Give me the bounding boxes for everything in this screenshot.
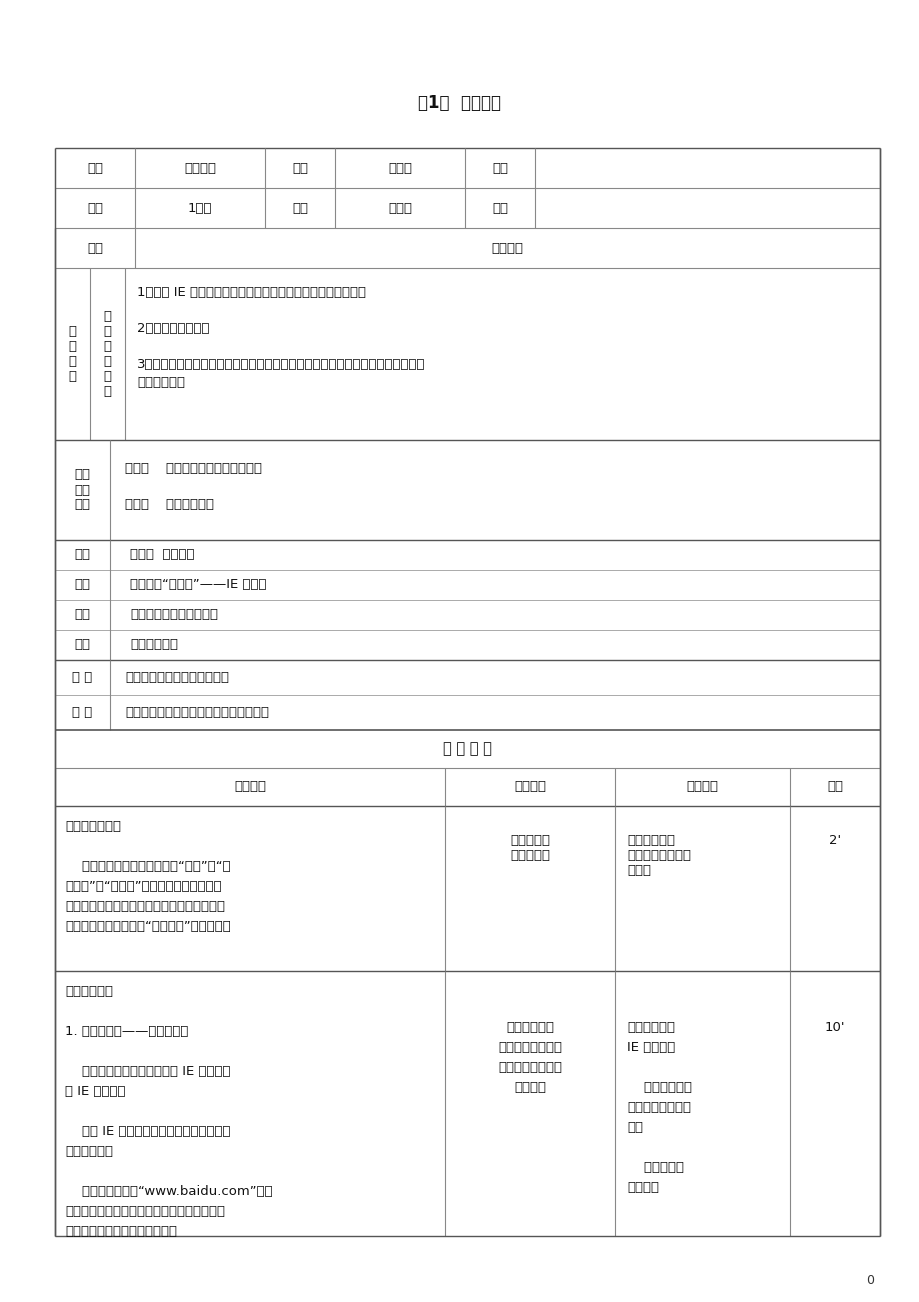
Text: 手操作，掌握技巧: 手操作，掌握技巧: [497, 1061, 562, 1074]
Text: 教师活动: 教师活动: [233, 780, 266, 793]
Text: 上聊天”、“因特网”吧？网上的世界五彩缤: 上聊天”、“因特网”吧？网上的世界五彩缤: [65, 880, 221, 893]
Text: 硬件准备：已经连接到互联网的计算机。: 硬件准备：已经连接到互联网的计算机。: [125, 706, 268, 719]
Text: 3．让学生欣赏不同的适合小学生的网站和网页，产生美的体验，激发学生学习的: 3．让学生欣赏不同的适合小学生的网站和网页，产生美的体验，激发学生学习的: [137, 358, 425, 371]
Text: 按回车键，浏览器窗口就打开了百度的首页。: 按回车键，浏览器窗口就打开了百度的首页。: [65, 1204, 225, 1217]
Text: 兴趣和热情。: 兴趣和热情。: [137, 376, 185, 389]
Text: 指导学生查看: 指导学生查看: [627, 1081, 691, 1094]
Text: 重点：    准确输入网址和浏览网页。: 重点： 准确输入网址和浏览网页。: [125, 462, 262, 475]
Text: 1课时: 1课时: [187, 202, 212, 215]
Text: 2': 2': [828, 835, 840, 848]
Text: 极思考，并自己动: 极思考，并自己动: [497, 1042, 562, 1055]
Text: 教学
重点
难点: 教学 重点 难点: [74, 469, 90, 512]
Text: 难点：    网页的收藏。: 难点： 网页的收藏。: [125, 497, 214, 510]
Text: 年级: 年级: [291, 161, 308, 174]
Text: 1．了解 IE 浏览器的相关知识以及网页和超链接的相关概念。: 1．了解 IE 浏览器的相关知识以及网页和超链接的相关概念。: [137, 286, 366, 299]
Text: 科目: 科目: [87, 161, 103, 174]
Text: 知识准备：计算机基础知识。: 知识准备：计算机基础知识。: [125, 671, 229, 684]
Text: 二、浏览五彩缤纷的网页: 二、浏览五彩缤纷的网页: [130, 608, 218, 621]
Text: 纷，充满神秘和乐趣。今天，就让我们一起去: 纷，充满神秘和乐趣。今天，就让我们一起去: [65, 900, 225, 913]
Text: 设计: 设计: [74, 578, 90, 591]
Text: 开 IE 浏览器。: 开 IE 浏览器。: [65, 1085, 125, 1098]
Text: 第1课  网络漫游: 第1课 网络漫游: [418, 94, 501, 112]
Text: 班级: 班级: [492, 161, 507, 174]
Text: 知
识
能
力
品
德: 知 识 能 力 品 德: [103, 310, 111, 398]
Text: 课型: 课型: [291, 202, 308, 215]
Text: 介绍浏览器和百度的相关知识。: 介绍浏览器和百度的相关知识。: [65, 1225, 176, 1238]
Text: 浏览器网址历史记: 浏览器网址历史记: [627, 1101, 690, 1115]
Text: 介绍 IE 浏览器的界面，如地址栏、显示: 介绍 IE 浏览器的界面，如地址栏、显示: [65, 1125, 231, 1138]
Text: 教 学 过 程: 教 学 过 程: [443, 742, 492, 756]
Text: 一、课前导入。: 一、课前导入。: [65, 820, 121, 833]
Text: 网页等区域。: 网页等区域。: [65, 1144, 113, 1157]
Text: 二、网络漫游: 二、网络漫游: [65, 986, 113, 999]
Text: 第一课  网络漫游: 第一课 网络漫游: [130, 548, 194, 561]
Text: 2．学会设置主页。: 2．学会设置主页。: [137, 322, 210, 335]
Text: 网上逅一逅，体验一下“网上冲浪”的感觉吧！: 网上逅一逅，体验一下“网上冲浪”的感觉吧！: [65, 921, 231, 934]
Text: 认真听讲，积: 认真听讲，积: [505, 1021, 553, 1034]
Text: 示意: 示意: [74, 608, 90, 621]
Text: 同学们，你们肯定都听说过“上网”、“网: 同学们，你们肯定都听说过“上网”、“网: [65, 861, 231, 874]
Text: 指导学生认识: 指导学生认识: [627, 1021, 675, 1034]
Text: 录。: 录。: [627, 1121, 642, 1134]
Text: 课时: 课时: [87, 202, 103, 215]
Text: IE 浏览器。: IE 浏览器。: [627, 1042, 675, 1055]
Text: 认真听讲，
积极思考。: 认真听讲， 积极思考。: [509, 835, 550, 862]
Text: 网络漫游: 网络漫游: [491, 241, 523, 254]
Text: 教 学: 教 学: [73, 671, 93, 684]
Text: 教师意图: 教师意图: [686, 780, 718, 793]
Text: 新授课: 新授课: [388, 202, 412, 215]
Text: 一、认识“新朋友”——IE 浏览器: 一、认识“新朋友”——IE 浏览器: [130, 578, 267, 591]
Text: 三、网页收藏: 三、网页收藏: [130, 638, 177, 651]
Text: 时间: 时间: [492, 202, 507, 215]
Text: 教
学
目
标: 教 学 目 标: [68, 326, 76, 383]
Text: 信息技术: 信息技术: [184, 161, 216, 174]
Text: 10': 10': [823, 1021, 845, 1034]
Text: 和方法。: 和方法。: [514, 1081, 545, 1094]
Text: 准 备: 准 备: [73, 706, 93, 719]
Text: 课题: 课题: [87, 241, 103, 254]
Text: 学生活动: 学生活动: [514, 780, 545, 793]
Text: 创设情境，激
发学生兴趣，导入
主题。: 创设情境，激 发学生兴趣，导入 主题。: [627, 835, 690, 878]
Text: 时间: 时间: [826, 780, 842, 793]
Text: 0: 0: [865, 1273, 873, 1286]
Text: 在地址栏中输入“www.baidu.com”，再: 在地址栏中输入“www.baidu.com”，再: [65, 1185, 272, 1198]
Text: 板书: 板书: [74, 548, 90, 561]
Text: 指导学生设: 指导学生设: [627, 1161, 683, 1174]
Text: 五年级: 五年级: [388, 161, 412, 174]
Text: 1. 结识新朋友——网页浏览器: 1. 结识新朋友——网页浏览器: [65, 1025, 188, 1038]
Text: 【操作演示】双击桌面上的 IE 图标，打: 【操作演示】双击桌面上的 IE 图标，打: [65, 1065, 231, 1078]
Text: 框图: 框图: [74, 638, 90, 651]
Text: 置主页。: 置主页。: [627, 1181, 658, 1194]
